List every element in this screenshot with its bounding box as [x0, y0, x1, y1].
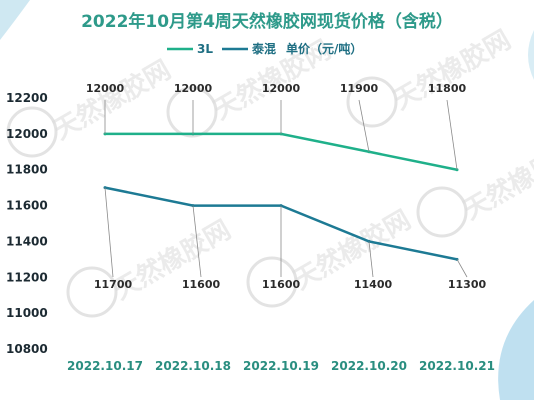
- chart-title: 2022年10月第4周天然橡胶网现货价格（含税）: [81, 11, 453, 32]
- data-label-leader: [358, 99, 370, 152]
- data-label-leader: [368, 241, 374, 278]
- data-label: 11300: [448, 278, 487, 291]
- y-tick-label: 11600: [6, 199, 48, 213]
- y-tick-label: 11400: [6, 234, 48, 248]
- data-label: 11700: [94, 278, 133, 291]
- watermark-logo-icon: [166, 86, 218, 138]
- watermark-text: 天然橡胶网: [108, 214, 236, 306]
- y-tick-label: 11200: [6, 270, 48, 284]
- data-label-leader: [192, 205, 202, 278]
- legend-label-3l: 3L: [197, 42, 213, 56]
- data-label: 12000: [86, 82, 125, 95]
- data-label: 12000: [174, 82, 213, 95]
- watermark-logo-icon: [416, 186, 468, 238]
- data-label: 11800: [428, 82, 467, 95]
- data-label-leader: [446, 99, 458, 170]
- data-label: 12000: [262, 82, 301, 95]
- data-label-leader: [456, 259, 468, 278]
- x-tick-label: 2022.10.21: [419, 359, 495, 373]
- watermark-text: 天然橡胶网: [48, 54, 176, 146]
- x-tick-label: 2022.10.18: [155, 359, 231, 373]
- y-tick-label: 11800: [6, 163, 48, 177]
- series-line: [105, 132, 458, 171]
- watermark-text: 天然橡胶网: [388, 24, 516, 116]
- series-layer: 12000 12000 12000 11900 11800 11700 11600 11600…: [86, 82, 487, 291]
- watermark-text: 天然橡胶网: [288, 204, 416, 296]
- legend-unit-label: 单价（元/吨）: [286, 41, 362, 56]
- watermark-logo-icon: [246, 256, 298, 308]
- y-axis: 10800 11000 11200 11400 11600 11800 12000 12200: [6, 91, 48, 356]
- data-label: 11600: [262, 278, 301, 291]
- x-tick-label: 2022.10.19: [243, 359, 319, 373]
- watermark-logo-icon: [6, 106, 58, 158]
- y-tick-label: 12200: [6, 91, 48, 105]
- corner-decoration-top-left: [0, 0, 30, 40]
- watermark-logo-icon: [66, 266, 118, 318]
- x-tick-label: 2022.10.17: [67, 359, 143, 373]
- series-3l: 12000 12000 12000 11900 11800: [86, 82, 467, 172]
- data-label: 11400: [354, 278, 393, 291]
- data-label: 11600: [182, 278, 221, 291]
- legend: 3L 泰混 单价（元/吨）: [167, 41, 362, 56]
- y-tick-label: 10800: [6, 342, 48, 356]
- y-tick-label: 12000: [6, 127, 48, 141]
- series-taihun: 11700 11600 11600 11400 11300: [94, 186, 487, 291]
- data-label: 11900: [340, 82, 379, 95]
- corner-decoration-right: [528, 30, 534, 80]
- data-label-leader: [104, 187, 114, 278]
- x-axis: 2022.10.17 2022.10.18 2022.10.19 2022.10.20…: [67, 359, 495, 373]
- x-tick-label: 2022.10.20: [331, 359, 407, 373]
- watermark-logo-icon: [346, 76, 398, 128]
- watermark-text: 天然橡胶网: [458, 134, 534, 226]
- corner-decoration-bottom-right: [498, 300, 534, 400]
- y-tick-label: 11000: [6, 306, 48, 320]
- legend-label-taihun: 泰混: [251, 41, 276, 56]
